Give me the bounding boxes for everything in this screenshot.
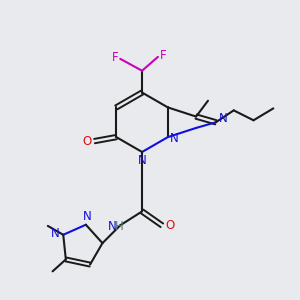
Text: N: N	[138, 154, 146, 167]
Text: N: N	[218, 112, 227, 125]
Text: N: N	[108, 220, 117, 233]
Text: N: N	[170, 132, 179, 145]
Text: F: F	[112, 51, 119, 64]
Text: N: N	[51, 227, 60, 240]
Text: N: N	[82, 210, 91, 223]
Text: H: H	[115, 220, 124, 233]
Text: O: O	[165, 219, 174, 232]
Text: F: F	[160, 50, 166, 62]
Text: O: O	[82, 135, 91, 148]
